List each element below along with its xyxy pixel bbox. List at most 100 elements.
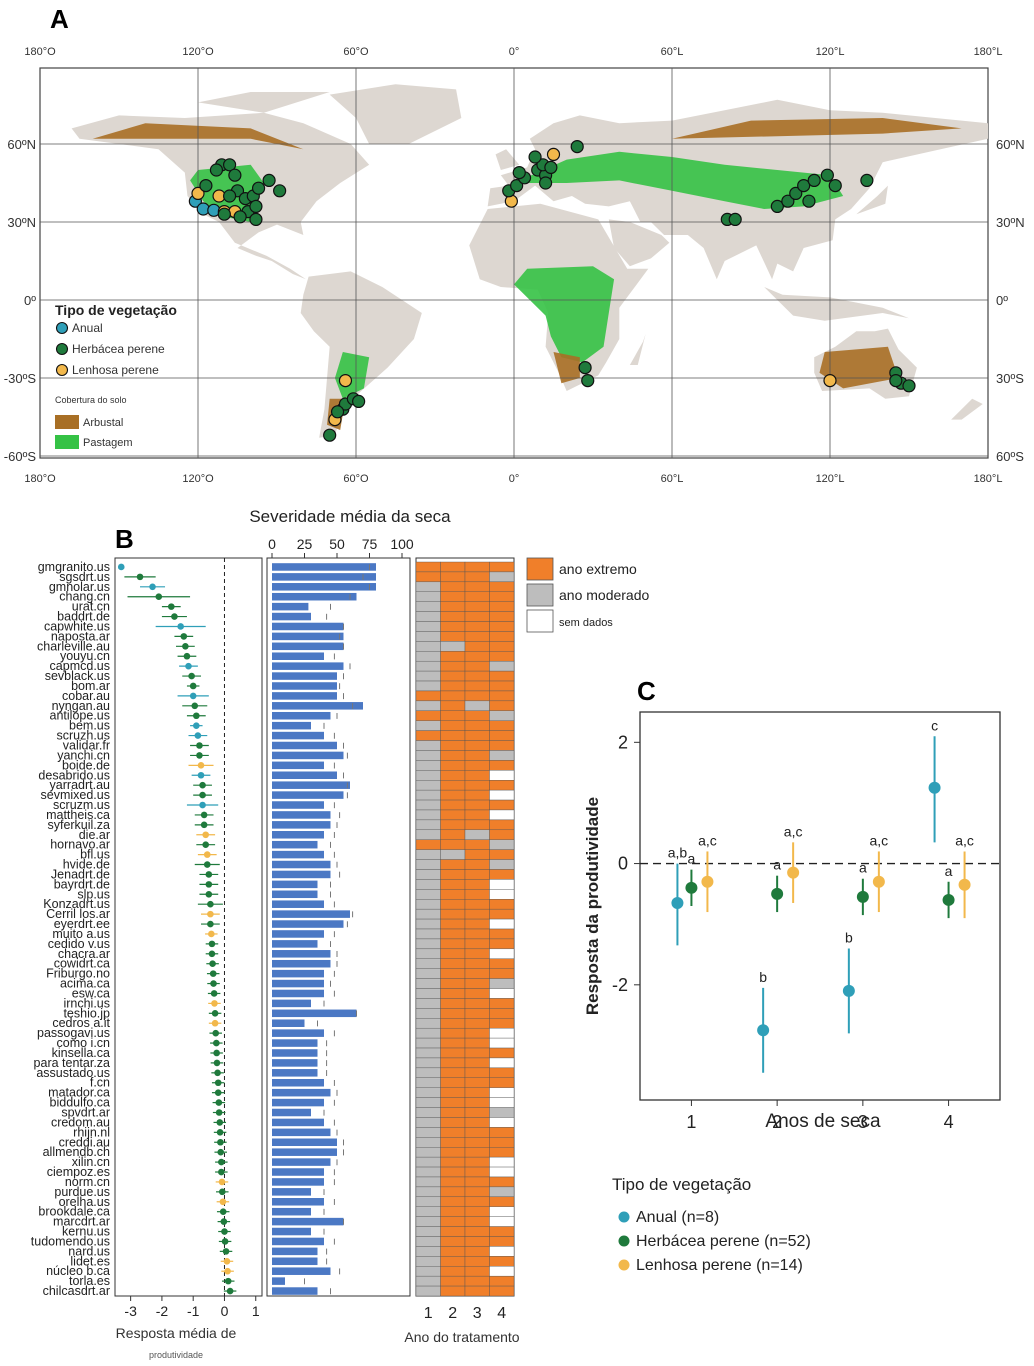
lon-tick-bottom: 180°O [24, 473, 56, 485]
heatmap-cell [489, 660, 515, 672]
heatmap-cell [464, 1226, 490, 1237]
severity-bar [272, 801, 324, 809]
severity-bar [272, 821, 331, 829]
heatmap-cell [415, 819, 441, 831]
severity-bar [272, 831, 324, 839]
heatmap-cell [489, 1067, 515, 1078]
x-axis-label: Anos de seca [765, 1111, 881, 1132]
heatmap-cell [415, 780, 441, 791]
heatmap-cell [489, 799, 515, 811]
heatmap-cell [440, 1047, 466, 1059]
site-label: bom.ar [71, 679, 110, 693]
heatmap-cell [489, 829, 515, 840]
column-label: 2 [448, 1305, 457, 1322]
severity-bar [272, 1078, 324, 1087]
heatmap-cell [489, 1107, 515, 1118]
heatmap-cell [415, 1266, 441, 1277]
heatmap-cell [440, 591, 466, 602]
site-label: gmnolar.us [49, 580, 110, 594]
heatmap-cell [464, 690, 490, 702]
heatmap-cell [464, 1246, 490, 1257]
heatmap-cell [489, 1156, 515, 1168]
heatmap-cell [440, 1196, 466, 1207]
heatmap-cell [415, 1285, 441, 1297]
site-label: purdue.us [54, 1185, 110, 1199]
heatmap-cell [464, 1057, 490, 1069]
heatmap-cell [464, 1216, 490, 1227]
effect-point [221, 1228, 228, 1235]
severity-bar [272, 840, 318, 849]
shrubland-area [672, 118, 962, 139]
heatmap-cell [415, 1057, 441, 1069]
mean-point [958, 878, 971, 891]
site-label: allmendb.ch [43, 1145, 110, 1159]
site-marker [273, 184, 287, 198]
heatmap-cell [440, 1236, 466, 1247]
severity-bar [272, 1049, 318, 1057]
y-tick-label: 0 [618, 854, 628, 874]
heatmap-cell [440, 561, 466, 573]
x-tick-label: 50 [329, 536, 345, 552]
site-label: antilope.us [50, 709, 110, 723]
heatmap-cell [464, 978, 490, 989]
significance-label: b [845, 929, 853, 945]
site-label: kinsella.ca [52, 1046, 110, 1060]
legend-dot [55, 363, 69, 377]
lon-tick-bottom: 120°O [182, 473, 214, 485]
site-marker [860, 173, 874, 187]
site-label: hvide.de [63, 858, 110, 872]
effect-point [205, 881, 213, 888]
heatmap-cell [489, 561, 515, 573]
mean-point [701, 875, 714, 888]
heatmap-cell [415, 621, 441, 632]
heatmap-cell [415, 859, 441, 870]
heatmap-cell [415, 1087, 441, 1098]
heatmap-cell [440, 819, 466, 831]
heatmap-cell [489, 710, 515, 721]
heatmap-cell [464, 631, 490, 642]
heatmap-cell [415, 710, 441, 721]
heatmap-cell [440, 978, 466, 989]
land-mass [300, 271, 422, 438]
heatmap-cell [464, 1236, 490, 1247]
effect-point [180, 633, 188, 640]
heatmap-cell [440, 1206, 466, 1217]
heatmap-cell [464, 1156, 490, 1168]
heatmap-cell [440, 1117, 466, 1128]
heatmap-cell [464, 789, 490, 801]
heatmap-cell [489, 651, 515, 662]
legend-dot [618, 1259, 630, 1271]
severity-bar [272, 1039, 318, 1047]
site-marker [889, 374, 903, 388]
heatmap-cell [415, 1077, 441, 1088]
column-label: 1 [424, 1305, 433, 1322]
severity-title: Severidade média da seca [249, 507, 451, 526]
heatmap-cell [415, 958, 441, 969]
lat-tick-right: 60ºN [996, 137, 1025, 152]
panel-label-b: B [115, 524, 134, 554]
heatmap-cell [415, 908, 441, 920]
site-label: bem.us [69, 719, 110, 733]
heatmap-cell [440, 1186, 466, 1198]
heatmap-cell [464, 601, 490, 612]
heatmap-cell [489, 908, 515, 920]
legend-dot [618, 1235, 630, 1247]
heatmap-cell [489, 968, 515, 979]
effect-point [203, 861, 211, 868]
heatmap-cell [415, 1236, 441, 1247]
site-label: acima.ca [60, 977, 110, 991]
site-label: Friburgo.no [46, 967, 110, 981]
heatmap-cell [464, 899, 490, 910]
effect-point [202, 841, 210, 848]
y-tick-label: 2 [618, 732, 628, 752]
heatmap-cell [415, 760, 441, 771]
site-marker [807, 173, 821, 187]
heatmap-cell [415, 740, 441, 751]
site-label: ciempoz.es [47, 1165, 110, 1179]
heatmap-cell [489, 760, 515, 771]
heatmap-cell [489, 988, 515, 999]
severity-bar [272, 1098, 324, 1107]
heatmap-cell [440, 700, 466, 711]
mean-point [842, 984, 855, 997]
heatmap-cell [464, 908, 490, 920]
